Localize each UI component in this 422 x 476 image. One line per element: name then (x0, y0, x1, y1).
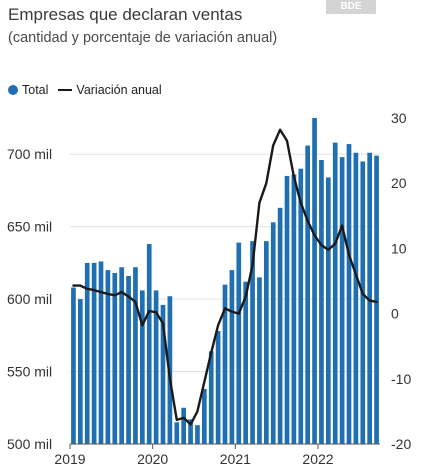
bar (208, 351, 214, 444)
y-right-tick-label: 30 (391, 110, 407, 126)
x-tick-label: 2022 (302, 451, 333, 467)
x-tick-label: 2021 (220, 451, 251, 467)
bar (298, 168, 304, 444)
chart-subtitle: (cantidad y porcentaje de variación anua… (8, 30, 278, 46)
bar (374, 155, 379, 444)
bar (367, 152, 373, 445)
y-left-tick-label: 500 mil (7, 436, 52, 452)
bar (201, 388, 207, 444)
bar (284, 175, 290, 444)
bar (332, 142, 338, 444)
legend-variation-swatch (58, 89, 73, 91)
bar (215, 330, 221, 444)
y-right-tick-label: -20 (391, 436, 411, 452)
bar (105, 270, 111, 444)
bar (236, 242, 242, 444)
bar (243, 281, 249, 444)
bar (139, 290, 145, 444)
bar (98, 261, 104, 444)
bar (339, 157, 345, 444)
y-left-tick-label: 600 mil (7, 291, 52, 307)
bar (229, 270, 235, 444)
legend-total-label: Total (22, 83, 49, 97)
y-right-tick-label: 20 (391, 175, 407, 191)
variation-line (72, 128, 378, 426)
bar (77, 299, 83, 444)
bar (263, 241, 269, 444)
bar (360, 161, 366, 444)
bar (112, 273, 118, 444)
y-right-tick-label: 0 (391, 306, 399, 322)
bar (222, 284, 228, 444)
y-right-tick-label: 10 (391, 240, 407, 256)
bar (174, 422, 180, 444)
bar (146, 244, 152, 444)
bar (188, 419, 193, 444)
chart-title: Empresas que declaran ventas (8, 5, 243, 24)
bar (325, 177, 331, 444)
bar (133, 267, 138, 444)
bar (126, 275, 131, 444)
bar (291, 174, 297, 445)
x-tick-label: 2019 (54, 451, 85, 467)
bar (84, 262, 90, 444)
bar (346, 144, 352, 444)
bar (91, 262, 97, 444)
y-right-tick-label: -10 (391, 371, 411, 387)
bar (160, 304, 166, 444)
bar (153, 290, 159, 444)
bar (181, 407, 187, 444)
bar (353, 152, 359, 445)
y-left-tick-label: 650 mil (7, 219, 52, 235)
bar (195, 425, 200, 444)
bar (305, 145, 311, 445)
y-left-tick-label: 700 mil (7, 146, 52, 162)
bar (119, 267, 125, 444)
bar (71, 287, 76, 444)
legend-variation-label: Variación anual (76, 83, 162, 97)
bar (270, 222, 276, 444)
bar (277, 207, 283, 444)
x-tick-label: 2020 (137, 451, 168, 467)
bar (250, 241, 255, 444)
bar (319, 160, 324, 445)
legend-total-swatch (8, 85, 18, 95)
source-badge: BDE (326, 0, 376, 14)
bar (312, 118, 317, 444)
legend: Total Variación anual (8, 83, 162, 97)
bar (257, 277, 262, 444)
y-left-tick-label: 550 mil (7, 364, 52, 380)
